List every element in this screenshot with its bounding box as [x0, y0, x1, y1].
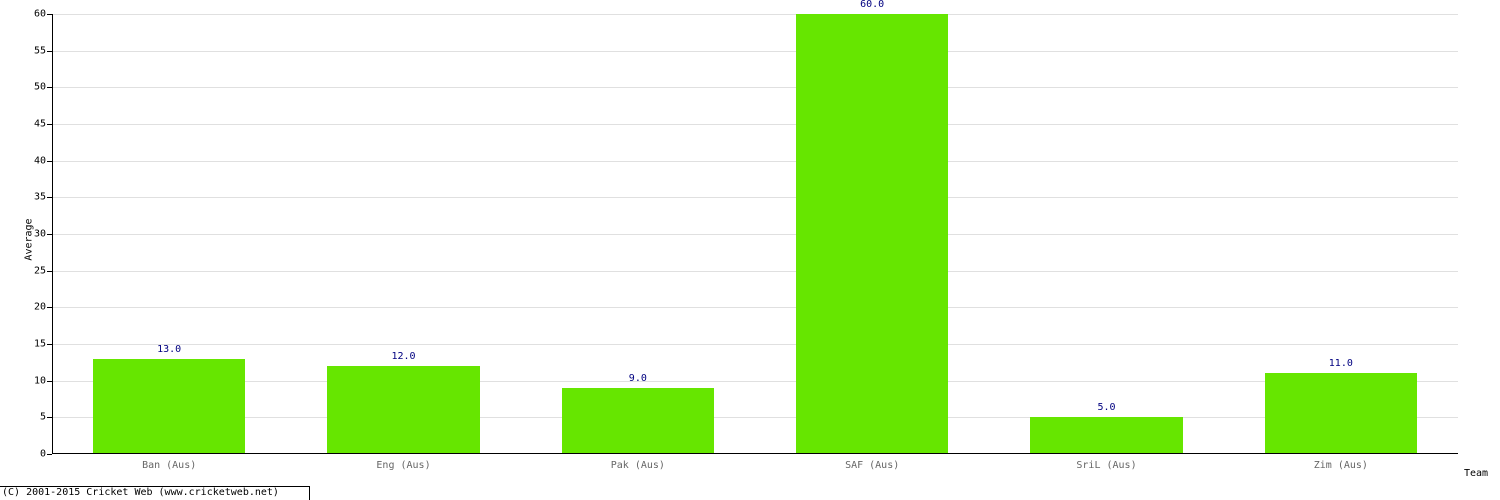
- grid-line: [52, 417, 1458, 418]
- y-tick-label: 15: [34, 339, 52, 350]
- y-tick-label: 45: [34, 119, 52, 130]
- copyright-text: (C) 2001-2015 Cricket Web (www.cricketwe…: [2, 487, 279, 498]
- grid-line: [52, 87, 1458, 88]
- grid-line: [52, 161, 1458, 162]
- x-tick-label: Zim (Aus): [1314, 454, 1368, 471]
- x-tick-label: Pak (Aus): [611, 454, 665, 471]
- y-tick-label: 50: [34, 82, 52, 93]
- x-tick-label: SriL (Aus): [1076, 454, 1136, 471]
- y-tick-label: 0: [40, 449, 52, 460]
- y-tick-label: 55: [34, 45, 52, 56]
- grid-line: [52, 234, 1458, 235]
- grid-line: [52, 14, 1458, 15]
- bar: [1030, 417, 1182, 454]
- x-axis-title: Team: [1464, 468, 1488, 479]
- y-axis-title: Average: [24, 218, 35, 260]
- grid-line: [52, 381, 1458, 382]
- y-tick-label: 20: [34, 302, 52, 313]
- grid-line: [52, 344, 1458, 345]
- bar-value-label: 60.0: [860, 0, 884, 10]
- x-axis-line: [52, 453, 1458, 454]
- bar: [327, 366, 479, 454]
- grid-line: [52, 271, 1458, 272]
- y-tick-label: 10: [34, 375, 52, 386]
- y-tick-label: 25: [34, 265, 52, 276]
- grid-line: [52, 124, 1458, 125]
- bar-value-label: 11.0: [1329, 358, 1353, 369]
- y-tick-label: 60: [34, 9, 52, 20]
- plot-area: 05101520253035404550556013.0Ban (Aus)12.…: [52, 14, 1458, 454]
- x-tick-label: Eng (Aus): [376, 454, 430, 471]
- bar-value-label: 9.0: [629, 373, 647, 384]
- y-tick-label: 40: [34, 155, 52, 166]
- bar-value-label: 13.0: [157, 344, 181, 355]
- y-tick-label: 35: [34, 192, 52, 203]
- y-axis-line: [52, 14, 53, 454]
- bar: [796, 14, 948, 454]
- bar: [562, 388, 714, 454]
- bar-value-label: 5.0: [1097, 402, 1115, 413]
- grid-line: [52, 307, 1458, 308]
- bar: [93, 359, 245, 454]
- bar: [1265, 373, 1417, 454]
- chart-container: 0 5 10 15 20 25 30 35 40 45 50 55 60 13.0 Ban (Aus) 12.…: [0, 0, 1500, 500]
- bar-value-label: 12.0: [391, 351, 415, 362]
- x-tick-label: SAF (Aus): [845, 454, 899, 471]
- y-tick-label: 30: [34, 229, 52, 240]
- y-tick-label: 5: [40, 412, 52, 423]
- x-tick-label: Ban (Aus): [142, 454, 196, 471]
- grid-line: [52, 51, 1458, 52]
- grid-line: [52, 197, 1458, 198]
